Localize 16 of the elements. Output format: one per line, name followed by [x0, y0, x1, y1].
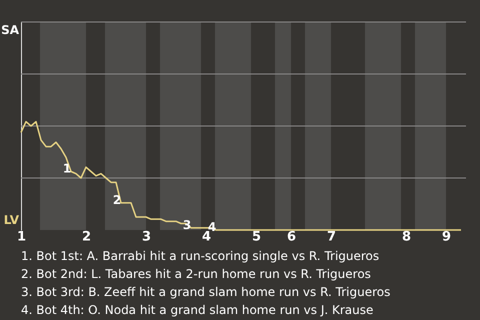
text: 4. Bot 4th: O. Noda hit a grand slam home run vs J. Krause	[21, 303, 374, 317]
text: 3. Bot 3rd: B. Zeeff hit a grand slam home run vs R. Trigueros	[21, 285, 390, 299]
text: SA	[1, 23, 20, 37]
text: 1. Bot 1st: A. Barrabi hit a run-scoring single vs R. Trigueros	[21, 249, 380, 263]
x-tick-label: 6	[286, 230, 296, 244]
x-tick-label: 7	[326, 230, 336, 244]
x-tick-label: 8	[402, 230, 412, 244]
x-tick-label: 3	[142, 230, 152, 244]
annotation: 2	[112, 192, 122, 207]
x-tick-label: 4	[202, 230, 212, 244]
x-tick-label: 5	[252, 230, 262, 244]
x-tick-label: 1	[16, 230, 26, 244]
x-tick-label: 2	[82, 230, 92, 244]
text: 2. Bot 2nd: L. Tabares hit a 2-run home run vs R. Trigueros	[21, 267, 371, 281]
x-tick-label: 9	[442, 230, 452, 244]
text: LV	[4, 213, 20, 227]
